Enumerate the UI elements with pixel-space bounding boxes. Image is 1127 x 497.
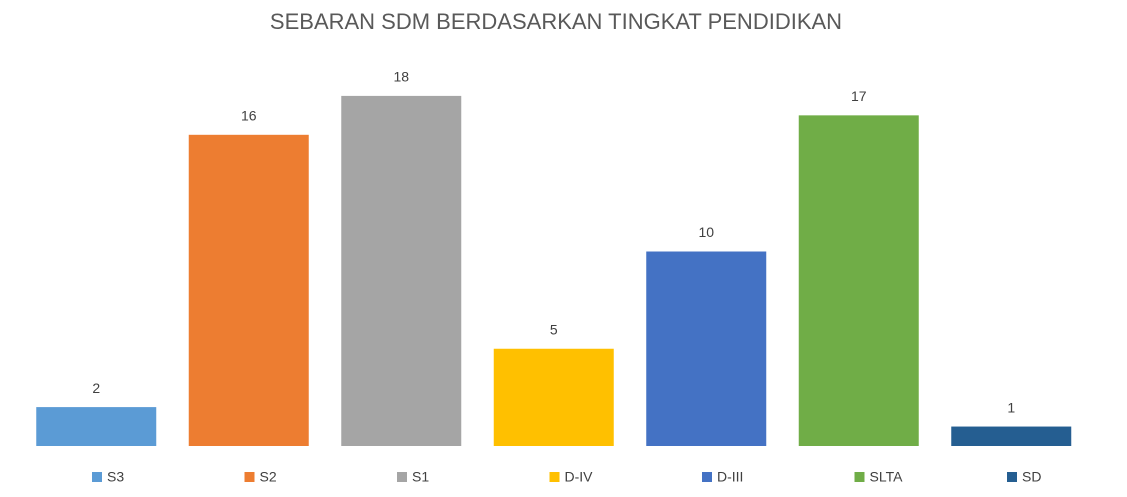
data-label: 10 bbox=[698, 224, 714, 240]
chart-title: SEBARAN SDM BERDASARKAN TINGKAT PENDIDIK… bbox=[270, 9, 842, 34]
bar bbox=[36, 407, 157, 446]
legend-swatch bbox=[397, 472, 407, 482]
data-label: 2 bbox=[92, 380, 100, 396]
legend-label: D-IV bbox=[565, 469, 594, 485]
bar bbox=[646, 251, 767, 446]
legend-label: S2 bbox=[260, 469, 277, 485]
bar bbox=[951, 426, 1072, 446]
legend-swatch bbox=[244, 472, 255, 482]
legend-label: S1 bbox=[412, 469, 429, 485]
data-label: 5 bbox=[550, 321, 558, 337]
legend-swatch bbox=[1007, 472, 1017, 482]
data-label: 17 bbox=[851, 88, 867, 104]
legend-label: S3 bbox=[107, 469, 124, 485]
bar bbox=[798, 115, 919, 446]
legend-swatch bbox=[702, 472, 712, 482]
data-label: 18 bbox=[393, 69, 409, 85]
legend-label: SD bbox=[1022, 469, 1041, 485]
data-label: 1 bbox=[1007, 399, 1015, 415]
legend-label: D-III bbox=[717, 469, 743, 485]
bar bbox=[493, 348, 614, 446]
legend-swatch bbox=[854, 472, 865, 482]
legend-swatch bbox=[549, 472, 560, 482]
bar bbox=[341, 95, 462, 447]
legend-label: SLTA bbox=[870, 469, 904, 485]
legend-swatch bbox=[92, 472, 102, 482]
bar bbox=[188, 134, 309, 447]
data-label: 16 bbox=[241, 108, 257, 124]
